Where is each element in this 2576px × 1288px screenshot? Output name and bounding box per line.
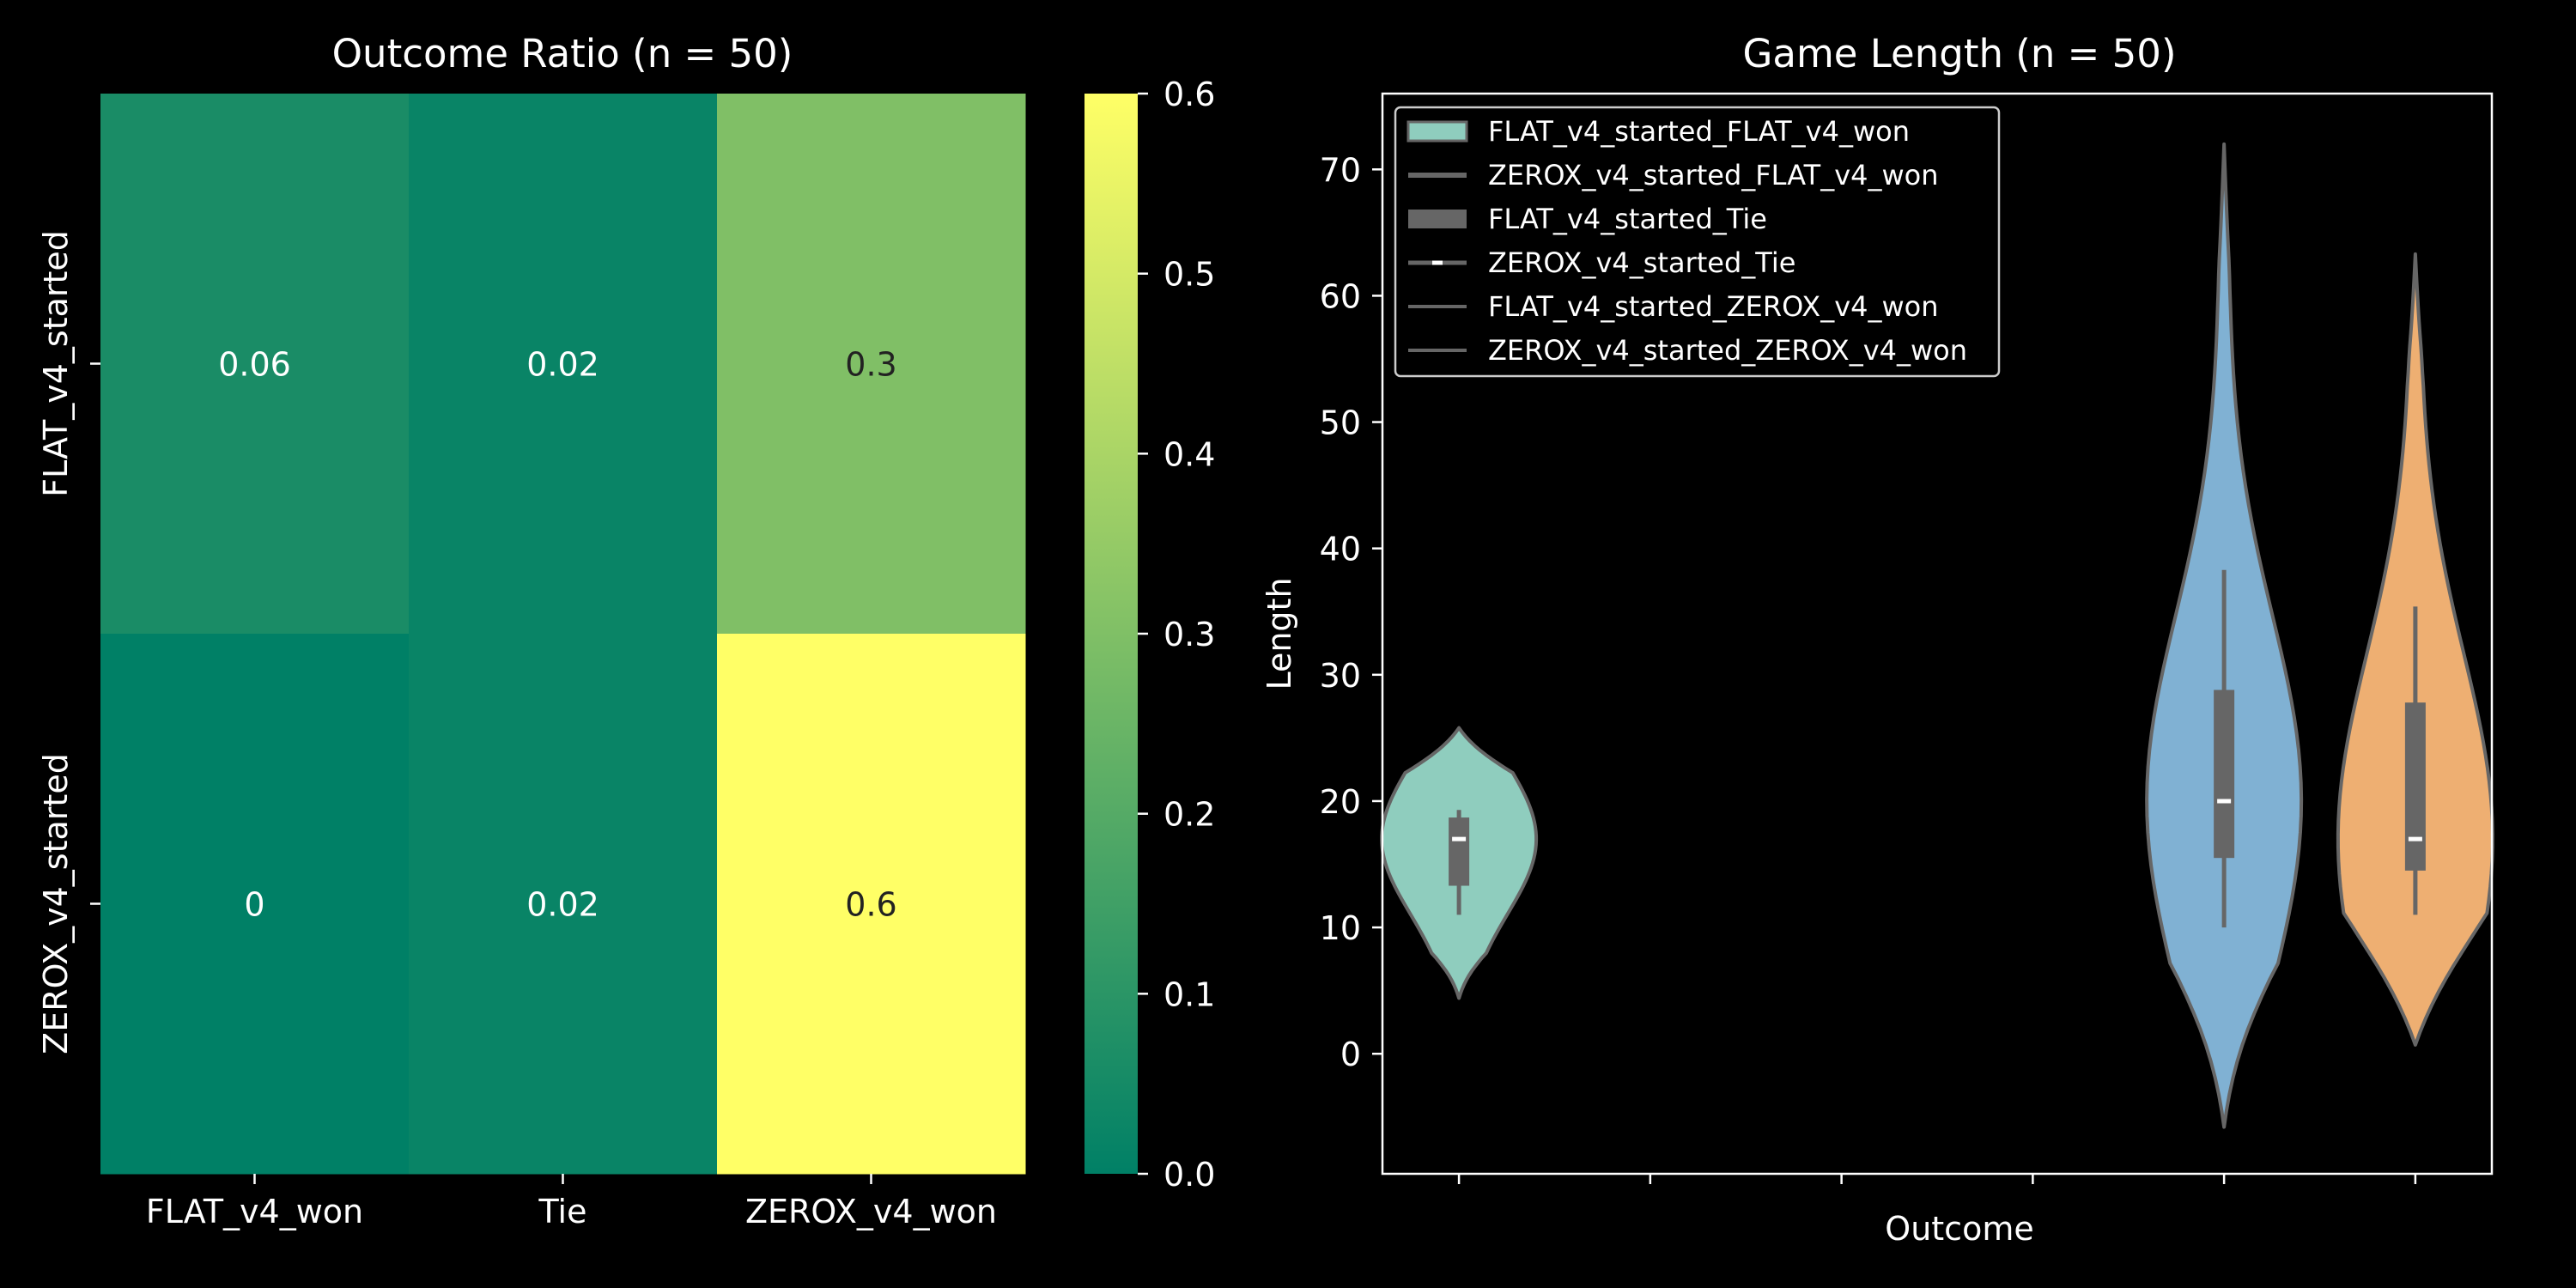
heatmap-x-axis: FLAT_v4_won Tie ZEROX_v4_won [146, 1174, 997, 1230]
heatmap-cell-1-2 [717, 634, 1026, 1175]
heatmap-cell-0-2 [717, 94, 1026, 635]
heatmap-title: Outcome Ratio (n = 50) [332, 31, 793, 76]
heatmap-annotation-1-1: 0.02 [526, 886, 599, 924]
violin-y-tick-label-0: 0 [1340, 1036, 1361, 1073]
legend-label-3: ZEROX_v4_started_Tie [1488, 246, 1795, 279]
violin-y-tick-label-7: 70 [1320, 151, 1361, 189]
colorbar-tick-label-3: 0.3 [1163, 616, 1215, 653]
colorbar-ticks: 0.0 0.1 0.2 0.3 0.4 0.5 0.6 [1138, 76, 1215, 1194]
colorbar-tick-label-1: 0.1 [1163, 975, 1215, 1013]
violin-plot-area [1380, 142, 2494, 1129]
legend-label-5: ZEROX_v4_started_ZEROX_v4_won [1488, 334, 1967, 367]
game-length-violin-plot: Game Length (n = 50) 0 10 20 30 40 50 60 70 Len… [1261, 31, 2494, 1248]
colorbar-gradient [1084, 94, 1138, 1174]
violin-y-tick-label-6: 60 [1320, 277, 1361, 315]
violin-iqr-box-0 [1449, 817, 1470, 886]
violin-y-axis-label: Length [1261, 577, 1298, 690]
violin-title: Game Length (n = 50) [1743, 31, 2177, 76]
violin-y-tick-label-5: 50 [1320, 404, 1361, 442]
heatmap-annotations: 0.06 0.02 0.3 0 0.02 0.6 [218, 346, 897, 924]
heatmap-y-axis: FLAT_v4_started ZEROX_v4_started [37, 230, 100, 1054]
colorbar: 0.0 0.1 0.2 0.3 0.4 0.5 0.6 [1084, 76, 1215, 1194]
heatmap-annotation-0-2: 0.3 [845, 346, 896, 384]
heatmap-col-label-0: FLAT_v4_won [146, 1193, 363, 1230]
violin-y-tick-label-2: 20 [1320, 783, 1361, 821]
heatmap-annotation-1-0: 0 [244, 886, 264, 924]
violin-axes-frame [1381, 92, 2494, 1176]
heatmap-annotation-0-1: 0.02 [526, 346, 599, 384]
violin-y-tick-label-1: 10 [1320, 909, 1361, 947]
violin-legend: FLAT_v4_started_FLAT_v4_won ZEROX_v4_star… [1394, 106, 2001, 378]
heatmap-col-label-2: ZEROX_v4_won [745, 1193, 997, 1230]
outcome-ratio-heatmap: Outcome Ratio (n = 50) 0.06 0.02 0.30 0.02 0… [37, 31, 1215, 1230]
heatmap-cell-1-0 [100, 634, 410, 1175]
legend-label-1: ZEROX_v4_started_FLAT_v4_won [1488, 159, 1939, 191]
heatmap-col-label-1: Tie [538, 1193, 587, 1230]
legend-frame [1394, 106, 2001, 378]
heatmap-cells [100, 94, 1026, 1175]
violin-iqr-box-5 [2404, 702, 2426, 871]
legend-handle-2 [1408, 210, 1467, 228]
violin-y-tick-label-3: 30 [1320, 657, 1361, 695]
legend-label-4: FLAT_v4_started_ZEROX_v4_won [1488, 290, 1939, 323]
violin-y-tick-label-4: 40 [1320, 531, 1361, 568]
violin-iqr-box-4 [2214, 690, 2235, 859]
heatmap-annotation-1-2: 0.6 [845, 886, 896, 924]
heatmap-cell-0-1 [409, 94, 718, 635]
colorbar-tick-label-5: 0.5 [1163, 256, 1215, 294]
colorbar-tick-label-0: 0.0 [1163, 1156, 1215, 1194]
colorbar-tick-label-6: 0.6 [1163, 76, 1215, 113]
colorbar-tick-label-4: 0.4 [1163, 435, 1215, 473]
legend-label-0: FLAT_v4_started_FLAT_v4_won [1488, 115, 1910, 148]
violin-x-axis [1457, 1174, 2417, 1184]
legend-label-2: FLAT_v4_started_Tie [1488, 203, 1767, 235]
violin-x-axis-label: Outcome [1885, 1210, 2033, 1248]
legend-items: FLAT_v4_started_FLAT_v4_won ZEROX_v4_star… [1406, 115, 1967, 367]
heatmap-cell-1-1 [409, 634, 718, 1175]
colorbar-tick-label-2: 0.2 [1163, 796, 1215, 834]
heatmap-annotation-0-0: 0.06 [218, 346, 291, 384]
violin-y-axis: 0 10 20 30 40 50 60 70 [1320, 151, 1382, 1073]
legend-handle-0 [1406, 120, 1468, 143]
heatmap-row-label-0: FLAT_v4_started [37, 230, 75, 497]
heatmap-row-label-1: ZEROX_v4_started [37, 753, 75, 1054]
heatmap-cell-0-0 [100, 94, 410, 635]
